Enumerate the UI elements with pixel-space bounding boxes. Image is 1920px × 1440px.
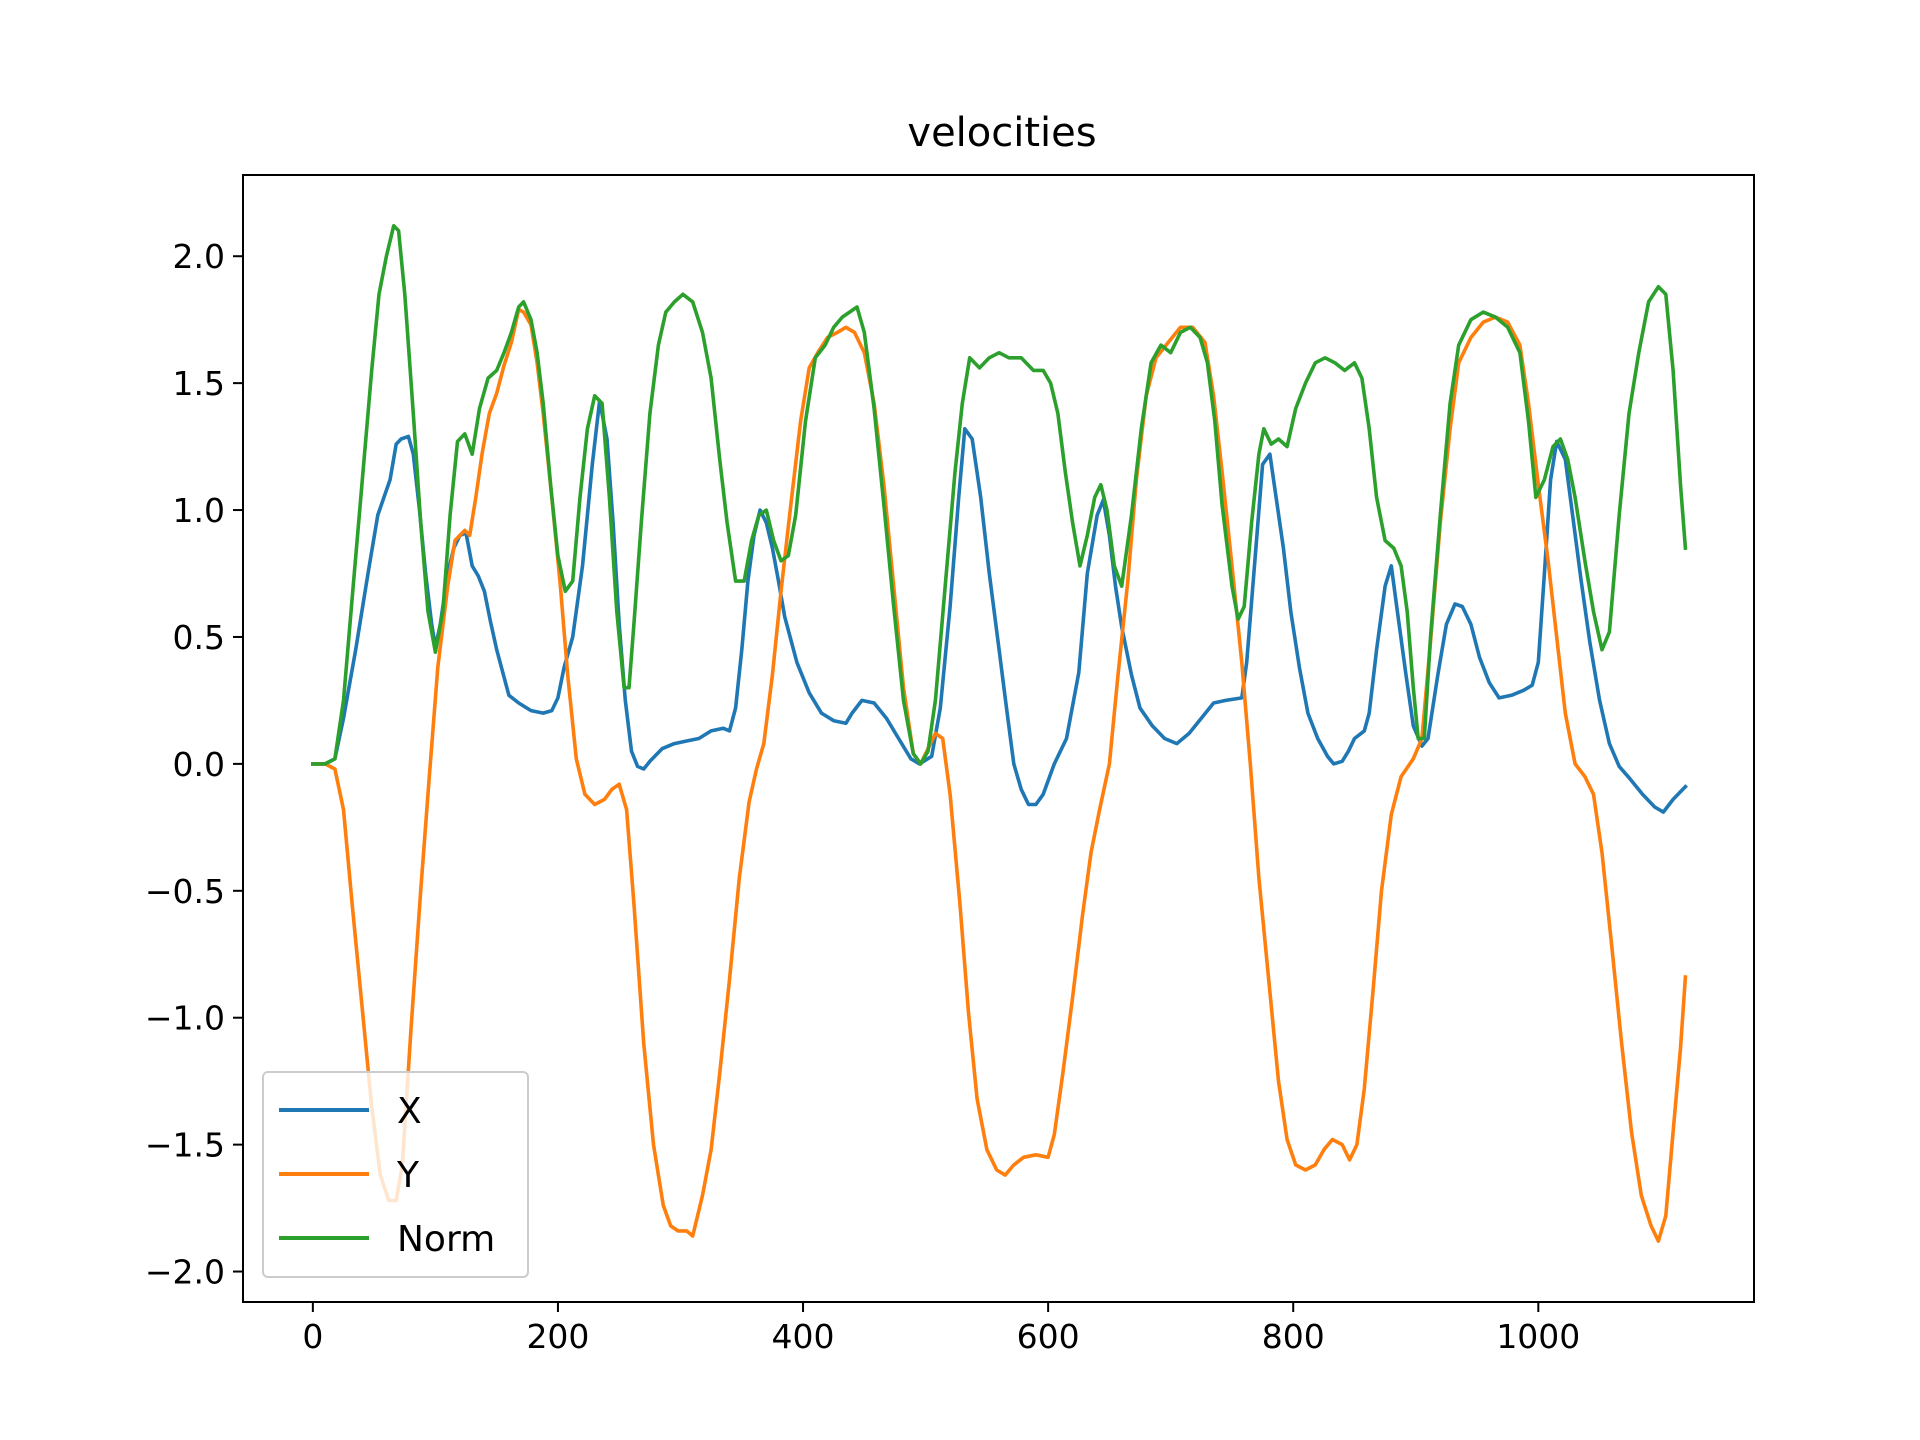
x-tick-label: 400 xyxy=(772,1317,835,1356)
legend-label-x: X xyxy=(397,1091,422,1132)
series-layer xyxy=(311,224,1688,1243)
legend-label-norm: Norm xyxy=(397,1219,495,1260)
x-tick-label: 800 xyxy=(1262,1317,1325,1356)
legend-box xyxy=(262,1071,529,1278)
chart-title: velocities xyxy=(907,110,1096,156)
y-axis: 2.0 1.5 1.0 0.5 0.0 −0.5 −1.0 −1.5 −2.0 xyxy=(145,237,243,1292)
plot-frame xyxy=(242,174,1755,1303)
y-tick-label: 2.0 xyxy=(173,237,225,276)
y-tick-label: 1.0 xyxy=(173,491,225,530)
y-tick-label: 0.5 xyxy=(173,618,225,657)
x-tick-label: 600 xyxy=(1017,1317,1080,1356)
legend: XY Norm xyxy=(262,1071,529,1278)
y-tick-label: 0.0 xyxy=(173,745,225,784)
y-tick-label: −1.0 xyxy=(145,999,225,1038)
x-tick-label: 0 xyxy=(302,1317,323,1356)
y-tick-label: −2.0 xyxy=(145,1253,225,1292)
series-line-x xyxy=(311,399,1688,814)
series-line-norm xyxy=(311,224,1688,766)
x-tick-label: 1000 xyxy=(1496,1317,1580,1356)
legend-label-y: Y xyxy=(396,1155,420,1196)
x-tick-label: 200 xyxy=(526,1317,589,1356)
x-axis: 0 200 400 600 800 1000 xyxy=(302,1302,1580,1356)
y-tick-label: 1.5 xyxy=(173,364,225,403)
y-tick-label: −0.5 xyxy=(145,872,225,911)
y-tick-label: −1.5 xyxy=(145,1126,225,1165)
